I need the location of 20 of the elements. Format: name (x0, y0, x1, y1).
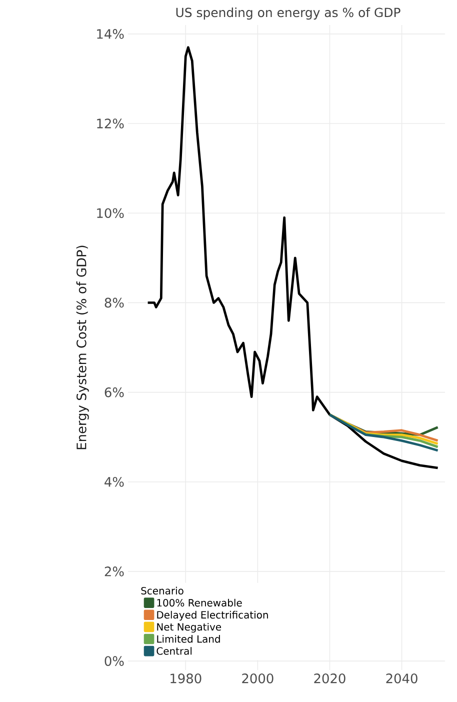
x-tick-label: 2040 (386, 674, 418, 684)
x-tick-label: 2020 (314, 674, 346, 684)
y-tick-label: 2% (104, 566, 124, 576)
y-tick-label: 14% (97, 29, 124, 39)
legend-label: Limited Land (157, 635, 220, 643)
y-tick-label: 12% (97, 118, 124, 128)
chart-title: US spending on energy as % of GDP (176, 8, 400, 20)
y-tick-label: 0% (104, 656, 124, 666)
legend-label: Net Negative (157, 622, 222, 633)
x-tick-label: 1980 (170, 674, 202, 684)
y-axis-title: Energy System Cost (% of GDP) (76, 246, 89, 450)
y-tick-label: 8% (104, 298, 124, 308)
legend-label: 100% Renewable (157, 598, 242, 607)
legend-label: Central (156, 647, 192, 655)
y-tick-label: 6% (104, 387, 124, 398)
y-tick-label: 4% (104, 476, 124, 487)
x-tick-label: 2000 (242, 674, 274, 684)
y-tick-label: 10% (97, 208, 124, 218)
legend-title: Scenario (141, 586, 184, 595)
legend-label: Delayed Electrification (157, 610, 268, 621)
